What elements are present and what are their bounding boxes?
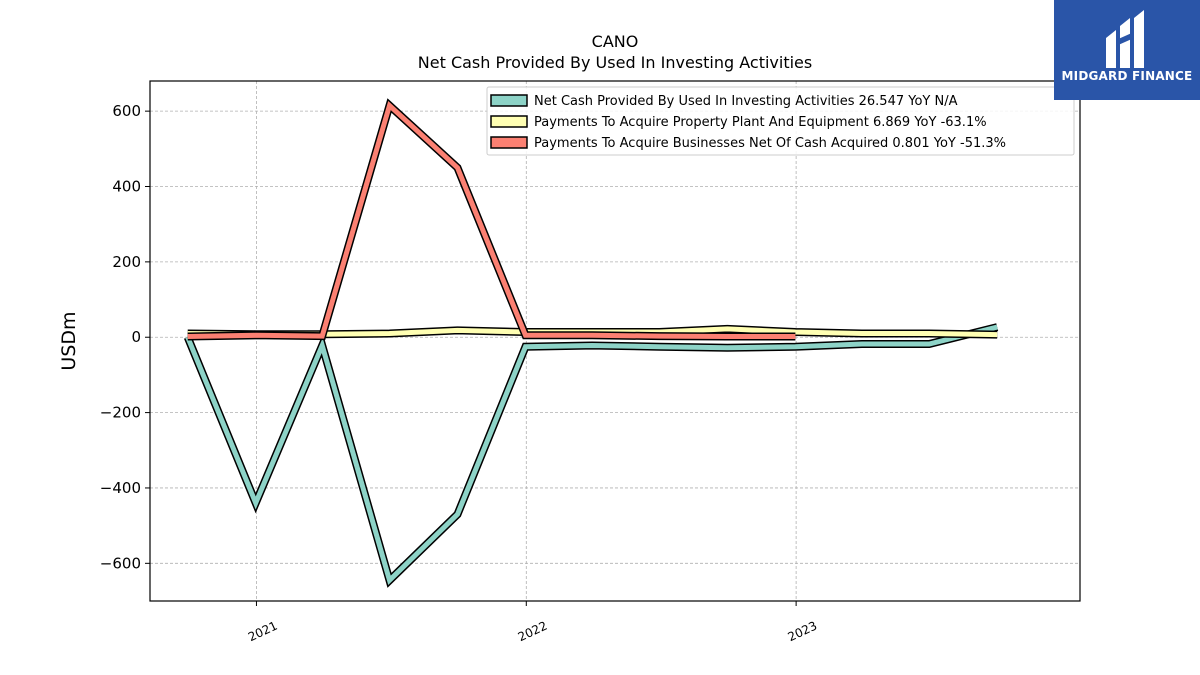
logo-mark-icon	[1106, 10, 1144, 68]
series-layer	[183, 98, 999, 588]
logo-text: MIDGARD FINANCE	[1061, 69, 1193, 83]
series-line	[185, 324, 998, 586]
x-axis: 2021 2022 2023	[246, 601, 819, 644]
chart-title: CANO	[592, 32, 639, 51]
y-tick-label: 200	[112, 253, 141, 271]
legend: Net Cash Provided By Used In Investing A…	[486, 86, 1075, 156]
x-tick-label: 2023	[786, 619, 820, 645]
chart-subtitle: Net Cash Provided By Used In Investing A…	[418, 53, 812, 72]
legend-entry: Net Cash Provided By Used In Investing A…	[534, 94, 958, 109]
series-0	[183, 323, 999, 588]
x-tick-label: 2021	[246, 619, 280, 645]
y-tick-label: −400	[100, 479, 141, 497]
x-tick-label: 2022	[516, 619, 550, 645]
legend-entry: Payments To Acquire Businesses Net Of Ca…	[534, 136, 1006, 151]
legend-swatch	[490, 115, 528, 128]
y-tick-label: −200	[100, 404, 141, 422]
y-tick-label: 600	[112, 102, 141, 120]
legend-swatch	[490, 136, 528, 149]
series-line-outline	[183, 323, 999, 588]
legend-swatch	[490, 94, 528, 107]
legend-entry: Payments To Acquire Property Plant And E…	[534, 115, 987, 130]
y-axis-label: USDm	[58, 311, 80, 370]
series-2	[187, 98, 796, 341]
y-tick-label: −600	[100, 554, 141, 572]
y-tick-label: 0	[131, 328, 141, 346]
midgard-finance-logo: MIDGARD FINANCE	[1054, 0, 1200, 100]
y-tick-label: 400	[112, 178, 141, 196]
plot-frame	[149, 80, 1081, 602]
y-axis: 600 400 200 0 −200 −400 −600	[100, 102, 150, 572]
series-line	[187, 100, 796, 339]
legend-box	[486, 86, 1075, 156]
